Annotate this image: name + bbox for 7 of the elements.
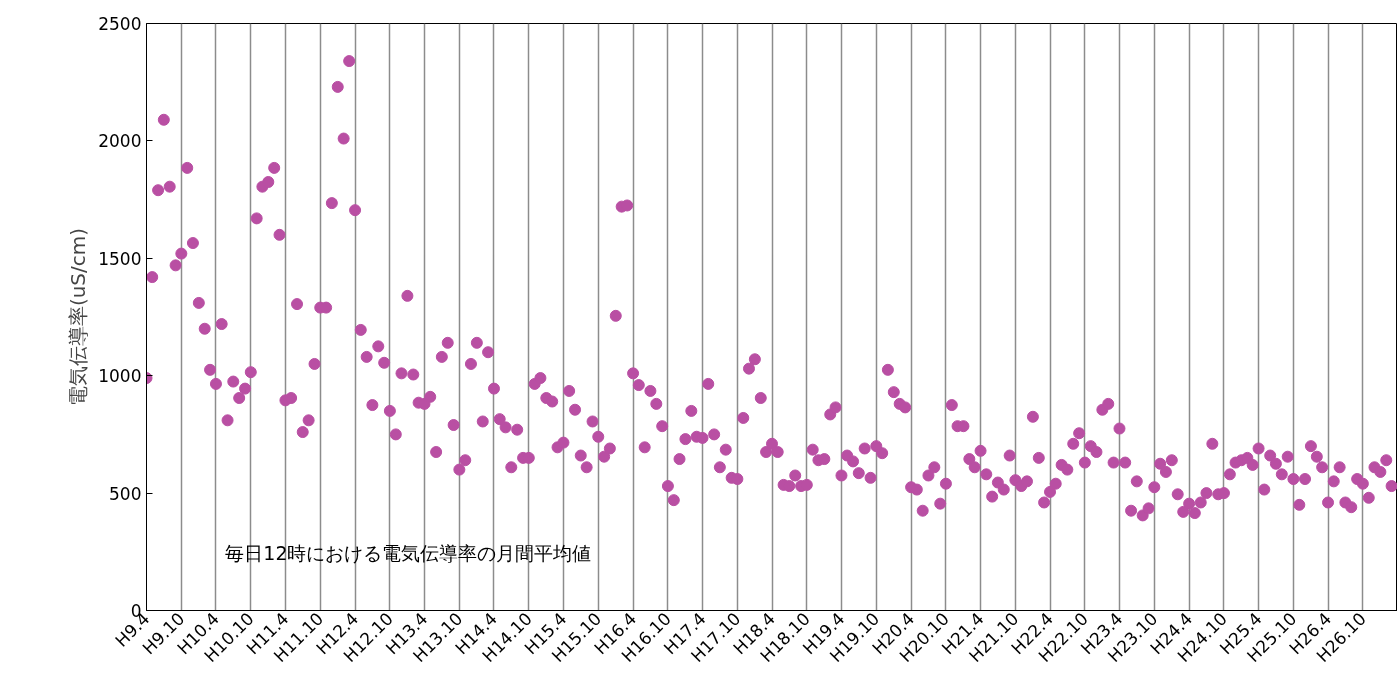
y-tick-label: 500 [109, 483, 142, 504]
y-axis-title: 電気伝導率(uS/cm) [66, 227, 91, 407]
annotation: 毎日12時における電気伝導率の月間平均値 [225, 541, 592, 564]
y-tick-label: 2500 [98, 14, 142, 34]
y-tick-label: 1000 [98, 366, 142, 387]
y-tick-label: 1500 [98, 248, 142, 269]
y-tick-label: 2000 [98, 131, 142, 152]
